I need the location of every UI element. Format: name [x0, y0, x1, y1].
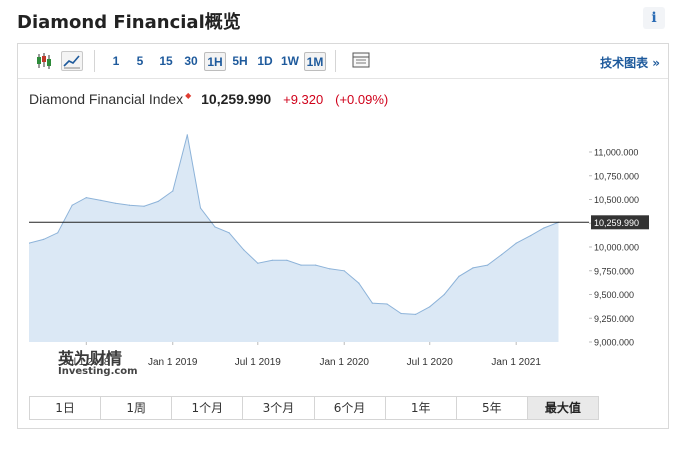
- data-point: [128, 204, 131, 206]
- data-point: [186, 134, 188, 136]
- range-5y[interactable]: 5年: [457, 397, 528, 419]
- x-tick-label: Jul 1 2019: [235, 357, 282, 368]
- last-price: 10,259.990: [201, 91, 272, 107]
- info-icon[interactable]: i: [643, 7, 665, 29]
- y-tick-label: 9,750.000: [594, 266, 634, 276]
- data-point: [543, 227, 545, 229]
- y-tick-label: 9,500.000: [594, 290, 634, 300]
- data-point: [172, 190, 174, 192]
- range-6m[interactable]: 6个月: [315, 397, 386, 419]
- table-view-icon[interactable]: [351, 51, 373, 71]
- status-marker-icon: ◆: [185, 91, 192, 100]
- data-point: [71, 204, 73, 206]
- toolbar-divider: [335, 50, 336, 72]
- data-point: [286, 259, 288, 261]
- data-point: [415, 313, 417, 315]
- data-point: [100, 199, 102, 201]
- y-tick-label: 11,000.000: [594, 148, 638, 158]
- timeframe-1[interactable]: 1: [112, 54, 120, 68]
- instrument-name: Diamond Financial Index: [29, 91, 184, 107]
- data-point: [271, 259, 273, 261]
- data-point: [443, 293, 445, 296]
- data-point: [29, 242, 30, 244]
- data-point: [85, 197, 87, 199]
- data-point: [43, 238, 45, 240]
- data-point: [315, 264, 317, 266]
- timeframe-30[interactable]: 30: [184, 54, 198, 68]
- data-point: [329, 268, 331, 270]
- y-tick-label: 9,250.000: [594, 314, 634, 324]
- data-point: [214, 226, 216, 228]
- data-point: [501, 254, 503, 256]
- range-1m[interactable]: 1个月: [172, 397, 244, 419]
- range-3m[interactable]: 3个月: [243, 397, 315, 419]
- current-price-label: 10,259.990: [594, 218, 639, 228]
- range-1d[interactable]: 1日: [30, 397, 102, 419]
- y-tick-label: 9,000.000: [594, 338, 634, 348]
- investing-watermark: 英为财情 Investing.com: [58, 351, 138, 377]
- timeframe-15[interactable]: 15: [159, 54, 173, 68]
- chart-toolbar: 1 5 15 30 1H 5H 1D 1W 1M 技术图表 »: [18, 44, 668, 79]
- data-point: [199, 207, 202, 209]
- y-axis: 11,000.00010,750.00010,500.00010,250.000…: [589, 148, 649, 348]
- data-point: [429, 306, 431, 308]
- timeframe-5[interactable]: 5: [136, 54, 144, 68]
- plot-area: [29, 114, 589, 342]
- y-tick-label: 10,000.000: [594, 243, 639, 253]
- y-tick-label: 10,750.000: [594, 171, 639, 181]
- data-point: [358, 282, 360, 284]
- timeframe-1h[interactable]: 1H: [204, 52, 226, 71]
- y-tick-label: 10,500.000: [594, 195, 639, 205]
- range-max[interactable]: 最大值: [527, 397, 598, 419]
- watermark-sub: Investing.com: [58, 366, 138, 377]
- timeframe-5h[interactable]: 5H: [232, 54, 248, 68]
- price-change: +9.320: [283, 92, 324, 107]
- data-point: [114, 202, 116, 204]
- x-axis: Jul 1 2018 Jan 1 2019 Jul 1 2019 Jan 1 2020…: [63, 342, 541, 368]
- data-point: [400, 312, 402, 315]
- data-point: [257, 262, 259, 264]
- range-selector: 1日 1周 1个月 3个月 6个月 1年 5年 最大值: [29, 396, 599, 420]
- timeframe-1m[interactable]: 1M: [304, 52, 326, 71]
- chart-widget: 1 5 15 30 1H 5H 1D 1W 1M 技术图表 » Diamond …: [17, 43, 669, 429]
- series-area: [29, 134, 559, 342]
- data-point: [515, 242, 517, 244]
- current-price-tag: [591, 215, 649, 230]
- timeframe-1d[interactable]: 1D: [257, 54, 273, 68]
- data-point: [386, 303, 388, 305]
- price-chart[interactable]: 11,000.00010,750.00010,500.00010,250.000…: [29, 112, 659, 394]
- data-point: [530, 235, 532, 237]
- data-point: [343, 270, 345, 272]
- data-point: [486, 264, 489, 266]
- data-point: [300, 264, 302, 266]
- line-chart-icon[interactable]: [61, 51, 83, 71]
- x-tick-label: Jan 1 2020: [319, 357, 369, 368]
- quote-header: Diamond Financial Index ◆ 10,259.990 +9.3…: [29, 91, 388, 111]
- watermark-main: 英为财情: [58, 349, 123, 368]
- range-1y[interactable]: 1年: [386, 397, 457, 419]
- x-tick-label: Jan 1 2019: [148, 357, 198, 368]
- data-point: [57, 232, 59, 234]
- range-1w[interactable]: 1周: [101, 397, 173, 419]
- page-title: Diamond Financial概览: [17, 12, 241, 33]
- x-tick-label: Jan 1 2021: [491, 357, 541, 368]
- toolbar-divider: [94, 50, 95, 72]
- data-point: [458, 275, 460, 277]
- data-point: [143, 205, 145, 207]
- x-tick-label: Jul 1 2020: [407, 357, 454, 368]
- technical-chart-link[interactable]: 技术图表 »: [600, 56, 660, 70]
- price-change-percent: (+0.09%): [335, 92, 389, 107]
- series-line: [29, 134, 559, 315]
- candlestick-icon[interactable]: [33, 51, 55, 71]
- x-tick-label: Jul 1 2018: [63, 357, 110, 368]
- timeframe-1w[interactable]: 1W: [281, 54, 299, 68]
- data-point: [243, 249, 245, 251]
- data-point: [472, 267, 474, 269]
- data-point: [228, 232, 230, 234]
- data-point: [157, 200, 159, 202]
- data-point: [371, 302, 373, 304]
